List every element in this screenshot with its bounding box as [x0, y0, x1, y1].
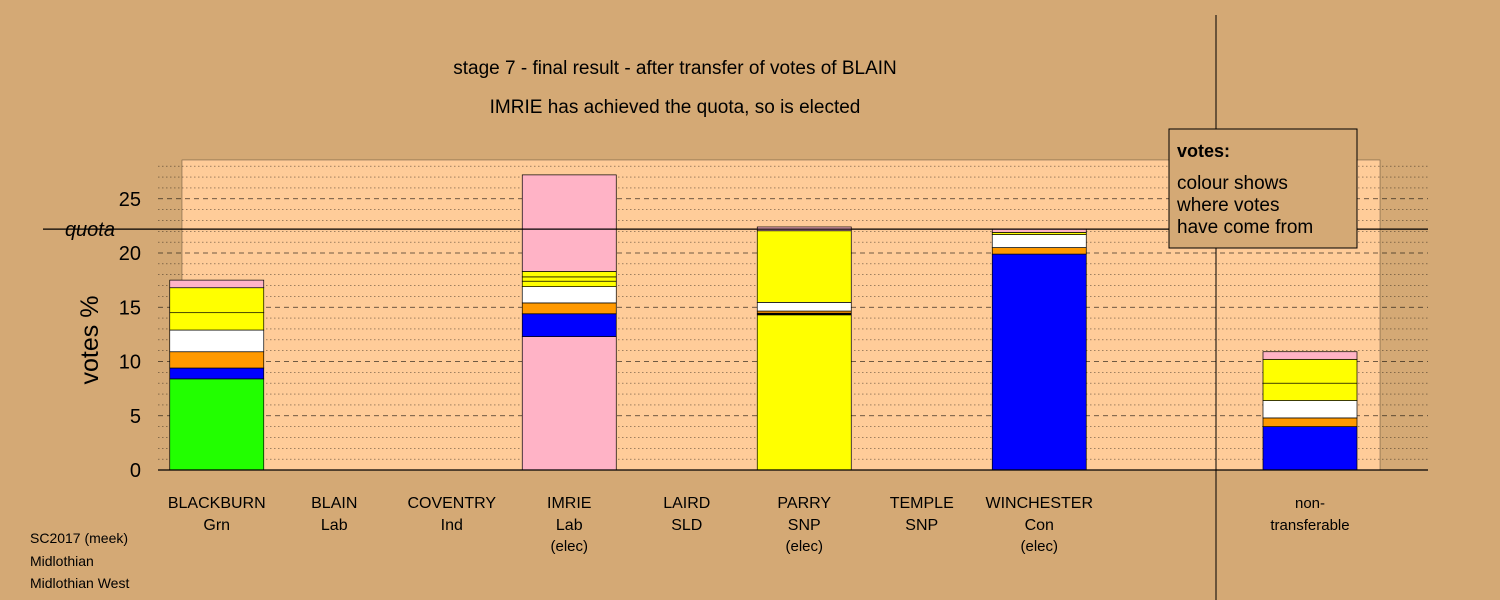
bar-segment: [521, 286, 617, 304]
bar-segment: [521, 280, 617, 287]
candidate-name-label: LAIRD: [663, 495, 710, 512]
bar-segment: [521, 174, 617, 272]
bar-segment: [521, 276, 617, 282]
bar-segment: [169, 378, 265, 471]
bar-segment: [169, 287, 265, 314]
candidate-party-label: Con: [1025, 517, 1054, 534]
bar-segment: [991, 247, 1087, 255]
candidate-name-label: TEMPLE: [890, 495, 954, 512]
bar-segment: [521, 313, 617, 337]
y-tick-label: 5: [130, 406, 141, 428]
candidate-name-label: IMRIE: [547, 495, 591, 512]
bar-segment: [169, 279, 265, 289]
nontransferable-label: transferable: [1270, 517, 1349, 534]
bar-segment: [1262, 358, 1358, 384]
bars: [169, 174, 1358, 471]
candidate-party-label: SNP: [905, 517, 938, 534]
candidate-party-label: SNP: [788, 517, 821, 534]
y-tick-label: 25: [119, 189, 141, 211]
legend-line-1: colour shows: [1177, 173, 1288, 194]
bar-segment: [991, 253, 1087, 471]
bar-segment: [521, 271, 617, 278]
quota-label: quota: [65, 219, 115, 241]
y-tick-label: 10: [119, 352, 141, 374]
legend-box: [1168, 128, 1358, 249]
y-axis-label: votes %: [76, 296, 104, 385]
bar-segment: [756, 302, 852, 312]
candidate-name-label: COVENTRY: [407, 495, 496, 512]
y-axis-ticks: 0 5 10 15 20 25: [119, 189, 141, 482]
bar-segment: [521, 302, 617, 315]
bar-segment: [1262, 426, 1358, 471]
footer: SC2017 (meek) Midlothian Midlothian West: [30, 530, 129, 591]
candidate-status-label: (elec): [550, 538, 588, 555]
legend-line-3: have come from: [1177, 217, 1313, 238]
footer-line-3: Midlothian West: [30, 575, 129, 591]
bar-segment: [1262, 351, 1358, 360]
candidate-name-label: BLACKBURN: [168, 495, 266, 512]
candidate-party-label: SLD: [671, 517, 702, 534]
candidate-name-label: PARRY: [777, 495, 831, 512]
bar-segment: [756, 230, 852, 303]
chart-title: stage 7 - final result - after transfer …: [453, 58, 897, 79]
candidate-party-label: Lab: [321, 517, 348, 534]
footer-line-2: Midlothian: [30, 553, 94, 569]
y-tick-label: 0: [130, 460, 141, 482]
bar-segment: [169, 312, 265, 331]
x-axis-labels: BLACKBURN Grn BLAIN Lab COVENTRY Ind IMRIE Lab (…: [168, 495, 1350, 555]
bar-segment: [1262, 382, 1358, 401]
candidate-status-label: (elec): [1020, 538, 1058, 555]
chart-subtitle: IMRIE has achieved the quota, so is elec…: [490, 97, 861, 118]
candidate-status-label: (elec): [785, 538, 823, 555]
footer-line-1: SC2017 (meek): [30, 530, 128, 546]
bar-segment: [1262, 417, 1358, 427]
candidate-party-label: Lab: [556, 517, 583, 534]
bar-segment: [521, 336, 617, 471]
candidate-name-label: WINCHESTER: [985, 495, 1093, 512]
legend-line-2: where votes: [1176, 195, 1279, 216]
bar-segment: [756, 314, 852, 471]
bar-segment: [169, 329, 265, 353]
candidate-name-label: BLAIN: [311, 495, 357, 512]
bar-segment: [169, 351, 265, 369]
y-tick-label: 15: [119, 297, 141, 319]
legend: votes: colour shows where votes have com…: [1168, 128, 1358, 249]
legend-title: votes:: [1177, 141, 1230, 161]
candidate-party-label: Ind: [441, 517, 463, 534]
y-tick-label: 20: [119, 243, 141, 265]
candidate-party-label: Grn: [203, 517, 230, 534]
nontransferable-label: non-: [1295, 495, 1325, 512]
bar-segment: [991, 234, 1087, 248]
bar-segment: [1262, 400, 1358, 419]
bar-segment: [169, 367, 265, 380]
